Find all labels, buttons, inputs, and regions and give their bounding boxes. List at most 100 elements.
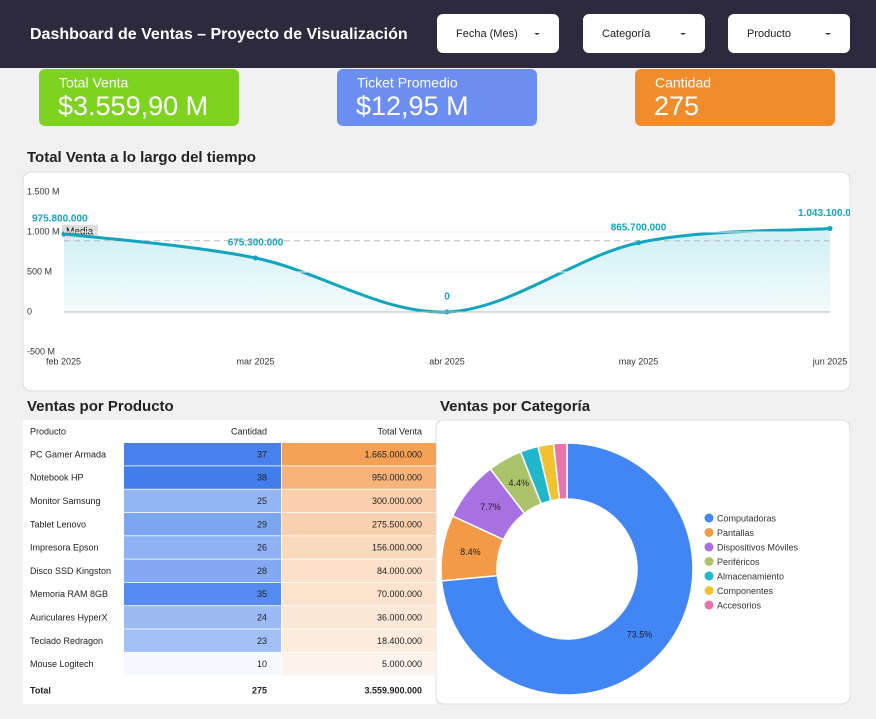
- x-tick-label: feb 2025: [46, 356, 81, 366]
- legend-swatch: [704, 571, 714, 581]
- total-cell: [282, 606, 436, 629]
- table-cell: 156.000.000: [372, 543, 422, 553]
- legend-label: Periféricos: [717, 557, 760, 567]
- y-tick-label: 1.000 M: [27, 226, 60, 236]
- filter-label[interactable]: Producto: [747, 28, 791, 40]
- dropdown-arrow[interactable]: [680, 33, 686, 35]
- qty-cell: [124, 652, 281, 676]
- table-header: Producto: [30, 426, 66, 436]
- total-cell: [282, 443, 436, 466]
- table-total: 3.559.900.000: [364, 685, 422, 695]
- table-cell: 275.500.000: [372, 519, 422, 529]
- table-cell: PC Gamer Armada: [30, 449, 106, 459]
- point: [61, 231, 67, 237]
- legend-swatch: [704, 542, 714, 552]
- table-cell: 950.000.000: [372, 473, 422, 483]
- dropdown-arrow[interactable]: [534, 33, 540, 35]
- data-label: 675.300.000: [228, 238, 284, 249]
- table-cell: Memoria RAM 8GB: [30, 589, 108, 599]
- qty-cell: [124, 559, 281, 582]
- legend-swatch: [704, 600, 714, 610]
- table-header: Total Venta: [377, 426, 422, 436]
- x-tick-label: mar 2025: [236, 356, 274, 366]
- table-cell: Monitor Samsung: [30, 496, 101, 506]
- qty-cell: [124, 629, 281, 652]
- slice-label: 7.7%: [480, 502, 501, 512]
- qty-cell: [124, 512, 281, 536]
- x-tick-label: jun 2025: [812, 356, 848, 366]
- y-tick-label: 1.500 M: [27, 186, 60, 196]
- dropdown-arrow[interactable]: [825, 33, 831, 35]
- kpi-card: [635, 69, 835, 126]
- total-cell: [282, 559, 436, 582]
- table-total: 275: [252, 685, 267, 695]
- x-tick-label: abr 2025: [429, 356, 465, 366]
- table-cell: 36.000.000: [377, 612, 422, 622]
- section-title: Ventas por Categoría: [440, 398, 591, 415]
- filter-label[interactable]: Categoría: [602, 28, 651, 40]
- legend-label: Componentes: [717, 586, 774, 596]
- legend-label: Pantallas: [717, 528, 755, 538]
- kpi-value: 275: [654, 91, 699, 121]
- table-cell: 1.665.000.000: [364, 449, 422, 459]
- table-header: Cantidad: [231, 426, 267, 436]
- kpi-value: $12,95 M: [356, 91, 469, 121]
- filter-label[interactable]: Fecha (Mes): [456, 28, 518, 40]
- data-label: 975.800.000: [32, 214, 88, 225]
- table-cell: 38: [257, 473, 267, 483]
- point: [636, 240, 641, 246]
- filter-box[interactable]: [437, 14, 559, 53]
- data-label: 865.700.000: [611, 222, 667, 233]
- table-cell: 18.400.000: [377, 636, 422, 646]
- legend-swatch: [704, 513, 714, 523]
- section-title: Total Venta a lo largo del tiempo: [27, 149, 256, 166]
- qty-cell: [124, 443, 281, 466]
- filter-dropdown[interactable]: Categoría: [583, 14, 705, 53]
- y-tick-label: -500 M: [27, 346, 55, 356]
- qty-cell: [124, 466, 281, 489]
- total-cell: [282, 512, 436, 536]
- point: [827, 226, 833, 232]
- data-label: 0: [444, 292, 450, 303]
- legend-label: Accesorios: [717, 600, 762, 610]
- legend-label: Dispositivos Móviles: [717, 542, 799, 552]
- total-cell: [282, 629, 436, 652]
- total-cell: [282, 536, 436, 559]
- table-cell: 26: [257, 543, 267, 553]
- table-cell: 37: [257, 449, 267, 459]
- total-cell: [282, 489, 436, 513]
- dashboard-title: Dashboard de Ventas – Proyecto de Visual…: [30, 26, 408, 43]
- table-cell: Disco SSD Kingston: [30, 566, 111, 576]
- table-cell: 84.000.000: [377, 566, 422, 576]
- filter-dropdown[interactable]: Producto: [728, 14, 850, 53]
- filter-box[interactable]: [583, 14, 705, 53]
- table-cell: 5.000.000: [382, 659, 422, 669]
- kpi-card: [39, 69, 239, 126]
- legend-swatch: [704, 528, 714, 537]
- table-cell: 29: [257, 519, 267, 529]
- donut-slice: [440, 442, 694, 696]
- table-cell: Mouse Logitech: [30, 659, 94, 669]
- filter-dropdown[interactable]: Fecha (Mes): [437, 14, 559, 53]
- total-cell: [282, 466, 436, 489]
- filter-box[interactable]: [728, 14, 850, 53]
- slice-label: 73.5%: [627, 629, 653, 639]
- qty-cell: [124, 489, 281, 513]
- qty-cell: [124, 582, 281, 606]
- line-card: [22, 171, 851, 392]
- table-cell: 10: [257, 659, 267, 669]
- table-cell: Notebook HP: [30, 473, 84, 483]
- data-label: 1.043.100.000: [798, 208, 862, 219]
- table-total: Total: [30, 685, 51, 695]
- slice-label: 8.4%: [460, 547, 481, 557]
- legend-label: Computadoras: [717, 513, 777, 523]
- qty-cell: [124, 536, 281, 559]
- y-tick-label: 0: [27, 306, 32, 316]
- table-cell: Impresora Epson: [30, 543, 99, 553]
- slice-label: 4.4%: [508, 478, 529, 488]
- point: [253, 255, 258, 261]
- total-cell: [282, 652, 436, 676]
- donut-slice: [552, 442, 568, 501]
